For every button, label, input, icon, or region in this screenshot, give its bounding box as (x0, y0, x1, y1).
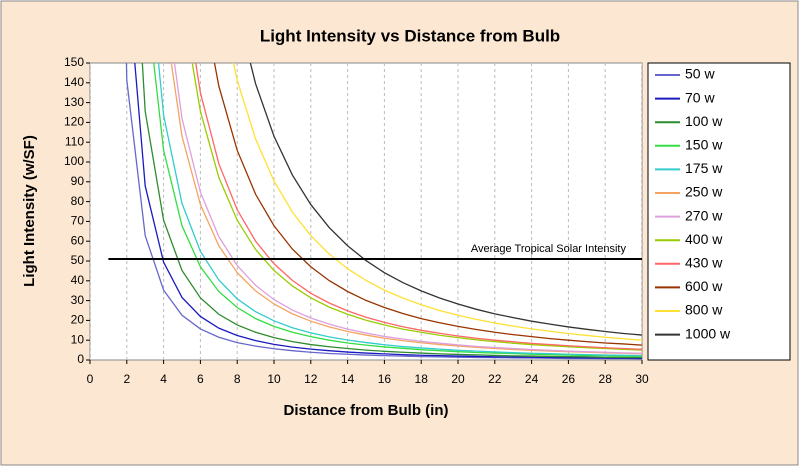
legend-label: 100 w (685, 113, 723, 129)
y-tick-label: 110 (65, 134, 84, 148)
y-tick-label: 50 (71, 253, 85, 267)
series-line (191, 63, 642, 351)
x-tick-label: 22 (488, 372, 502, 386)
x-tick-label: 12 (304, 372, 318, 386)
legend-label: 250 w (685, 184, 723, 200)
legend-label: 150 w (685, 137, 723, 153)
x-tick-label: 28 (599, 372, 613, 386)
x-tick-label: 26 (562, 372, 576, 386)
reference-label: Average Tropical Solar Intensity (471, 243, 627, 255)
legend-label: 50 w (685, 66, 715, 82)
y-tick-label: 70 (71, 214, 85, 228)
legend-label: 70 w (685, 89, 715, 105)
x-tick-label: 6 (197, 372, 204, 386)
series-line (173, 63, 642, 354)
x-tick-label: 30 (635, 372, 649, 386)
x-tick-label: 14 (341, 372, 355, 386)
y-tick-label: 60 (71, 233, 85, 247)
legend-label: 800 w (685, 302, 723, 318)
x-tick-label: 8 (234, 372, 241, 386)
x-tick-label: 2 (123, 372, 130, 386)
series-line (213, 63, 642, 346)
x-tick-label: 20 (451, 372, 465, 386)
y-axis-title: Light Intensity (w/SF) (21, 135, 38, 287)
series-line (141, 63, 642, 359)
y-tick-label: 130 (64, 95, 84, 109)
x-tick-label: 0 (87, 372, 94, 386)
x-tick-label: 10 (267, 372, 281, 386)
x-tick-label: 18 (415, 372, 429, 386)
y-tick-label: 120 (64, 115, 84, 129)
series-line (157, 63, 642, 357)
x-tick-label: 16 (378, 372, 392, 386)
chart-title: Light Intensity vs Distance from Bulb (260, 26, 560, 45)
y-tick-label: 40 (71, 273, 85, 287)
x-axis-title: Distance from Bulb (in) (283, 402, 448, 419)
legend-label: 270 w (685, 207, 723, 223)
y-tick-label: 150 (64, 55, 84, 69)
x-tick-label: 4 (160, 372, 167, 386)
legend-label: 430 w (685, 255, 723, 271)
y-tick-label: 30 (71, 293, 85, 307)
plot (90, 63, 642, 360)
legend-label: 1000 w (685, 325, 731, 341)
y-tick-label: 0 (77, 352, 84, 366)
x-tick-label: 24 (525, 372, 539, 386)
series-line (134, 63, 642, 359)
y-tick-label: 100 (64, 154, 84, 168)
y-tick-label: 80 (71, 194, 85, 208)
series-line (170, 63, 642, 355)
series-line (125, 63, 642, 360)
series-line (195, 63, 642, 350)
series-line (249, 63, 642, 336)
y-tick-label: 140 (64, 75, 84, 89)
y-tick-label: 10 (71, 332, 85, 346)
legend-label: 600 w (685, 278, 723, 294)
plot-area (89, 62, 643, 361)
legend-label: 400 w (685, 231, 723, 247)
y-tick-label: 90 (71, 174, 85, 188)
legend-label: 175 w (685, 160, 723, 176)
series-line (232, 63, 642, 341)
y-tick-label: 20 (71, 313, 85, 327)
